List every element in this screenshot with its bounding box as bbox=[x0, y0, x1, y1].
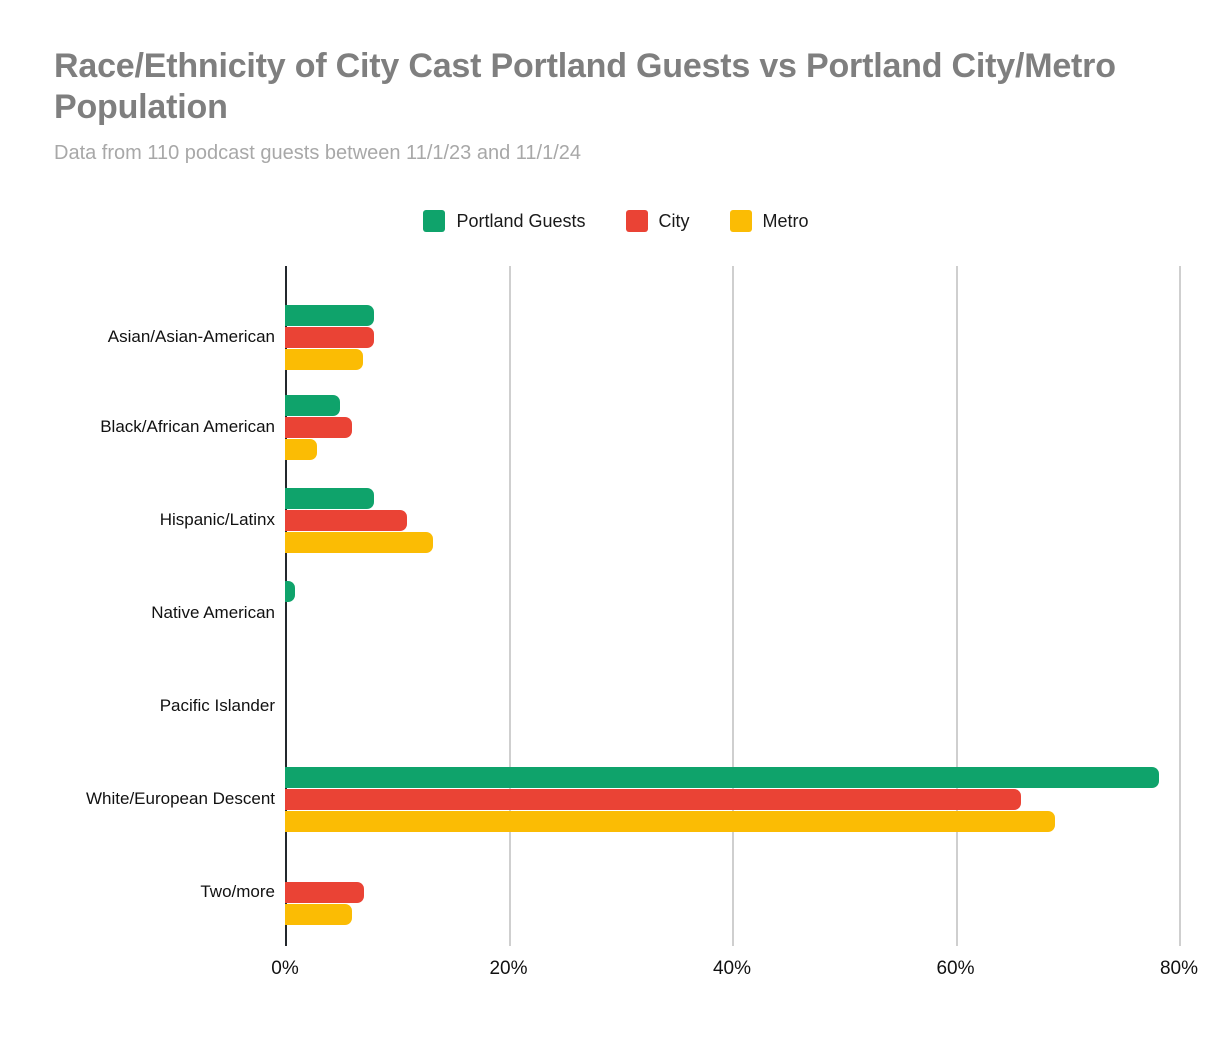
bar-row bbox=[285, 603, 1179, 624]
legend-label: Metro bbox=[762, 210, 809, 231]
legend-item-metro[interactable]: Metro bbox=[729, 210, 809, 232]
bar-row bbox=[285, 882, 1179, 903]
bar-portland-guests[interactable] bbox=[285, 767, 1159, 788]
x-axis-tick-label: 0% bbox=[271, 958, 299, 979]
bar-city[interactable] bbox=[285, 510, 407, 531]
gridline-60 bbox=[955, 266, 958, 946]
bar-city[interactable] bbox=[285, 882, 365, 903]
page-title: Race/Ethnicity of City Cast Portland Gue… bbox=[54, 47, 1116, 127]
bar-row bbox=[285, 860, 1179, 881]
y-axis-label-two-more: Two/more bbox=[200, 882, 275, 901]
category-group: Asian/Asian-American bbox=[108, 305, 1179, 371]
y-axis-label-pacific-islander: Pacific Islander bbox=[159, 696, 275, 715]
bar-row bbox=[285, 395, 1179, 416]
y-axis-label-asian-asian-american: Asian/Asian-American bbox=[107, 327, 275, 346]
bar-row bbox=[285, 581, 1179, 602]
bar-metro[interactable] bbox=[285, 349, 364, 370]
bar-city[interactable] bbox=[285, 789, 1022, 810]
bar-row bbox=[285, 349, 1179, 370]
bar-row bbox=[285, 532, 1179, 553]
legend-swatch-icon bbox=[423, 210, 446, 232]
bar-row bbox=[285, 718, 1179, 739]
legend-label: City bbox=[658, 210, 690, 231]
bar-row bbox=[285, 305, 1179, 326]
y-axis-label-black-african-american: Black/African American bbox=[100, 417, 275, 436]
y-axis-label-white-european-descent: White/European Descent bbox=[86, 789, 275, 808]
bar-row bbox=[285, 904, 1179, 925]
bar-city[interactable] bbox=[285, 417, 353, 438]
legend-item-portland-guests[interactable]: Portland Guests bbox=[423, 210, 586, 232]
bar-row bbox=[285, 439, 1179, 460]
bar-row bbox=[285, 417, 1179, 438]
bar-row bbox=[285, 625, 1179, 646]
bar-row bbox=[285, 789, 1179, 810]
bar-metro[interactable] bbox=[285, 904, 353, 925]
bar-row bbox=[285, 488, 1179, 509]
gridline-80 bbox=[1179, 266, 1181, 946]
bar-portland-guests[interactable] bbox=[285, 305, 375, 326]
category-group: Hispanic/Latinx bbox=[160, 488, 1179, 554]
x-axis-tick-label: 20% bbox=[489, 958, 528, 979]
gridline-20 bbox=[508, 266, 511, 946]
bar-portland-guests[interactable] bbox=[285, 581, 296, 602]
y-axis-label-native-american: Native American bbox=[151, 603, 275, 622]
legend-swatch-icon bbox=[729, 210, 752, 232]
y-axis-line bbox=[285, 266, 287, 946]
bar-metro[interactable] bbox=[285, 811, 1055, 832]
bar-portland-guests[interactable] bbox=[285, 395, 340, 416]
bar-city[interactable] bbox=[285, 327, 375, 348]
legend-item-city[interactable]: City bbox=[625, 210, 690, 232]
bar-row bbox=[285, 811, 1179, 832]
bar-row bbox=[285, 696, 1179, 717]
bar-portland-guests[interactable] bbox=[285, 488, 375, 509]
x-axis-tick-label: 60% bbox=[936, 958, 975, 979]
category-group: Pacific Islander bbox=[160, 674, 1179, 740]
category-group: Black/African American bbox=[100, 395, 1179, 461]
plot-inner: Asian/Asian-American Black/African Americ… bbox=[86, 266, 1181, 946]
legend-label: Portland Guests bbox=[456, 210, 586, 231]
bar-row bbox=[285, 674, 1179, 695]
x-axis-tick-label: 80% bbox=[1159, 958, 1199, 979]
category-group: White/European Descent bbox=[86, 767, 1179, 833]
bar-metro[interactable] bbox=[285, 532, 433, 553]
bar-metro[interactable] bbox=[285, 439, 318, 460]
chart-header: Race/Ethnicity of City Cast Portland Gue… bbox=[54, 46, 1134, 165]
bar-row bbox=[285, 510, 1179, 531]
bar-row bbox=[285, 767, 1179, 788]
legend-swatch-icon bbox=[625, 210, 648, 232]
y-axis-label-hispanic-latinx: Hispanic/Latinx bbox=[159, 510, 275, 529]
chart-legend: Portland Guests City Metro bbox=[0, 210, 1232, 232]
x-axis-tick-label: 40% bbox=[712, 958, 752, 979]
gridline-40 bbox=[732, 266, 734, 946]
category-group: Native American bbox=[151, 581, 1179, 647]
chart-subtitle: Data from 110 podcast guests between 11/… bbox=[54, 141, 582, 164]
bar-row bbox=[285, 327, 1179, 348]
category-group: Two/more bbox=[200, 860, 1179, 926]
